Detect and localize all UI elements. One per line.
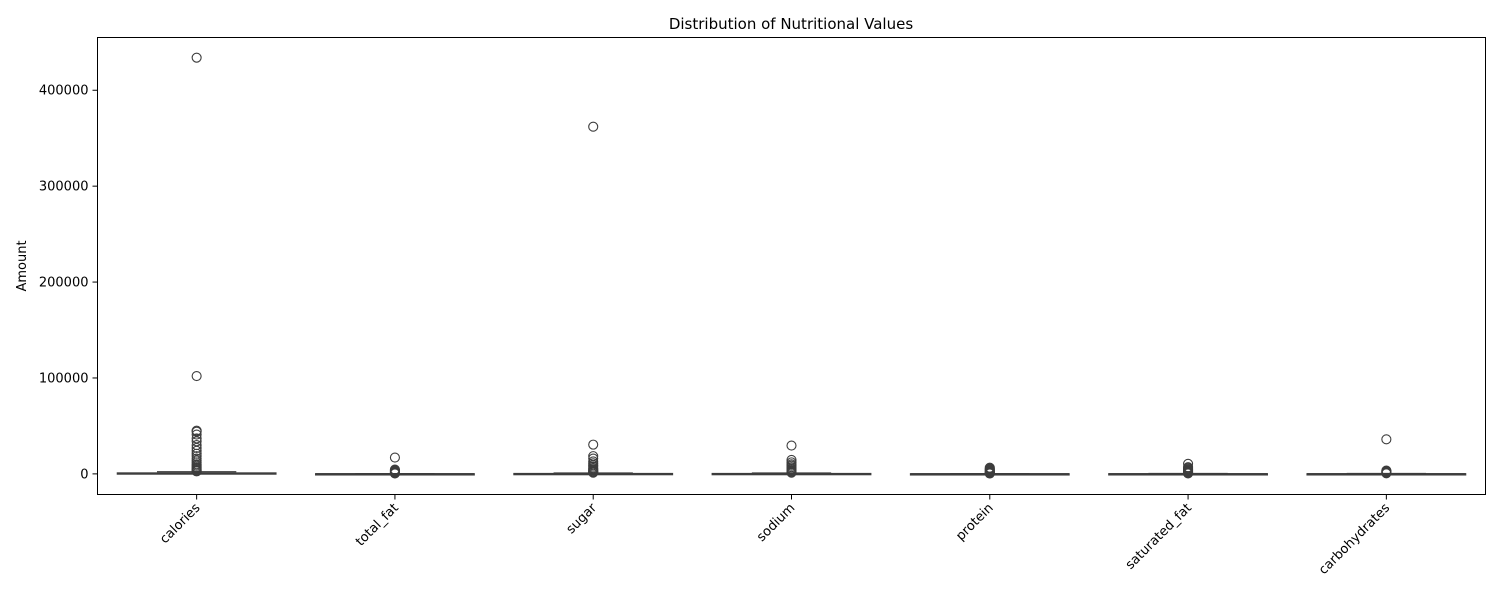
box-saturated_fat bbox=[1108, 458, 1268, 479]
box-protein bbox=[909, 462, 1070, 479]
y-tick-label: 300000 bbox=[39, 180, 89, 195]
x-tick-label: sugar bbox=[564, 500, 601, 537]
y-tick-label: 400000 bbox=[39, 84, 89, 99]
outlier-point bbox=[1381, 434, 1392, 445]
y-tick-label: 100000 bbox=[39, 371, 89, 386]
x-tick-label: saturated_fat bbox=[1123, 501, 1195, 573]
box-total_fat bbox=[315, 452, 475, 479]
outlier-point bbox=[588, 467, 599, 478]
outlier-point bbox=[1183, 468, 1194, 479]
box-sodium bbox=[711, 440, 872, 478]
box-carbohydrates bbox=[1306, 434, 1467, 479]
outlier-point bbox=[191, 445, 202, 456]
outlier-point bbox=[588, 453, 599, 464]
outlier-point bbox=[191, 429, 202, 440]
plot-frame bbox=[97, 37, 1486, 495]
x-tick-label: sodium bbox=[754, 501, 798, 545]
outlier-point bbox=[191, 466, 202, 477]
x-tick-label: calories bbox=[157, 501, 203, 547]
plot-area bbox=[116, 52, 1467, 479]
outlier-point bbox=[191, 426, 202, 437]
outlier-point bbox=[389, 452, 400, 463]
outlier-point bbox=[191, 52, 202, 63]
x-axis: calories total_fat sugar sodium protein satur… bbox=[157, 494, 1393, 578]
y-tick-label: 200000 bbox=[39, 276, 89, 291]
outlier-point bbox=[588, 121, 599, 132]
outlier-point bbox=[786, 467, 797, 478]
outlier-point bbox=[191, 451, 202, 462]
outlier-point bbox=[191, 371, 202, 382]
y-axis-label: Amount bbox=[15, 240, 30, 291]
x-tick-label: protein bbox=[953, 501, 996, 544]
outlier-point bbox=[191, 436, 202, 447]
y-tick-label: 0 bbox=[80, 467, 88, 482]
box-sugar bbox=[513, 121, 674, 478]
x-tick-label: carbohydrates bbox=[1316, 501, 1393, 578]
outlier-point bbox=[786, 440, 797, 451]
outlier-point bbox=[1381, 468, 1392, 479]
chart-title: Distribution of Nutritional Values bbox=[669, 15, 913, 33]
outlier-point bbox=[588, 439, 599, 450]
box-calories bbox=[116, 52, 277, 477]
outlier-point bbox=[984, 468, 995, 479]
x-tick-label: total_fat bbox=[353, 501, 402, 550]
outlier-point bbox=[389, 468, 400, 479]
outlier-point bbox=[191, 433, 202, 444]
outlier-point bbox=[191, 442, 202, 454]
y-axis: 0 100000 200000 300000 400000 bbox=[39, 84, 98, 482]
